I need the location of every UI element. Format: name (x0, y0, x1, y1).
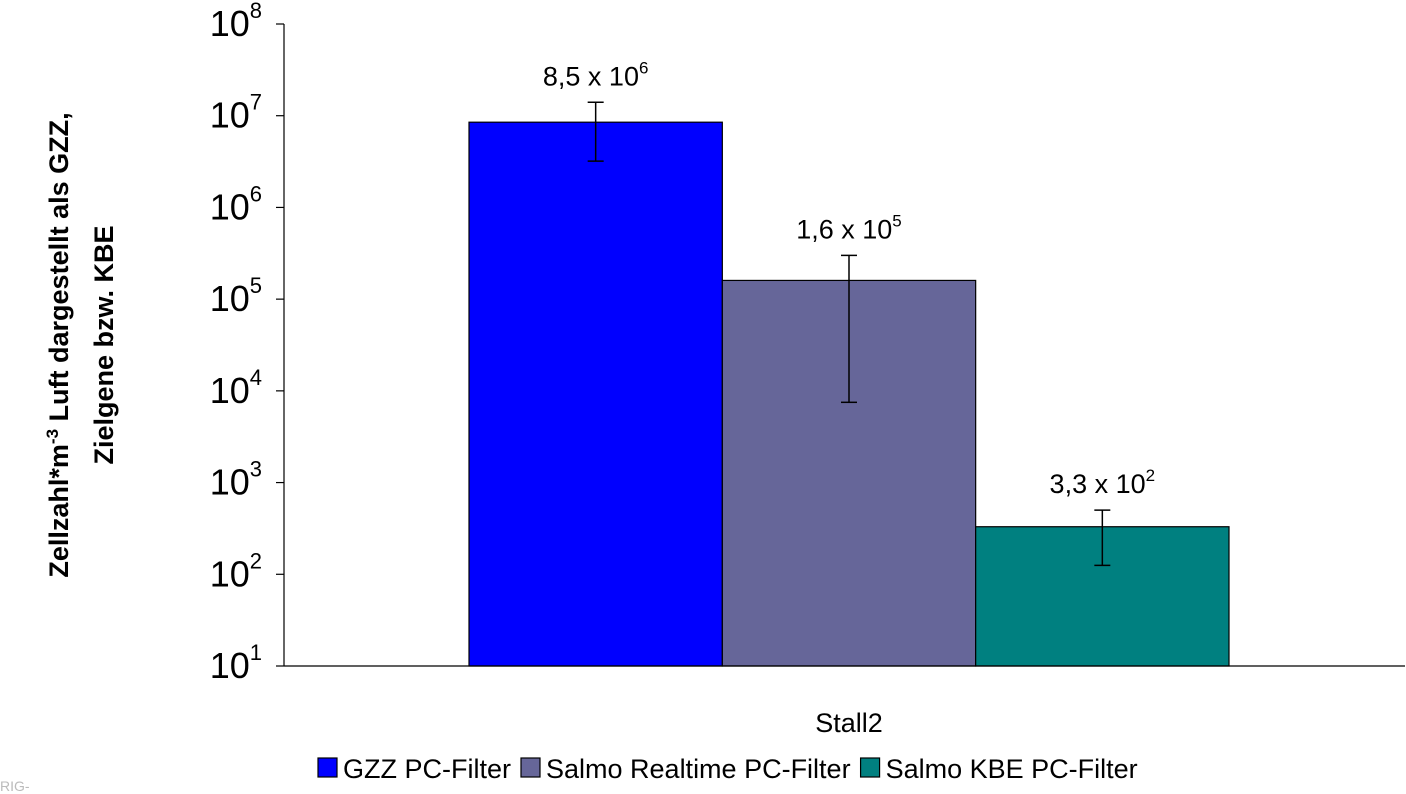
y-axis-title: Zellzahl*m-3 Luft dargestellt als GZZ, Z… (43, 112, 119, 577)
legend-swatch (859, 757, 881, 778)
error-bar (841, 254, 857, 404)
y-tick-label: 101 (210, 640, 262, 686)
error-bar (1094, 509, 1111, 567)
y-tick-label: 103 (210, 457, 262, 503)
legend-label: Salmo KBE PC-Filter (886, 754, 1138, 784)
legend: GZZ PC-Filter Salmo Realtime PC-Filter Sal… (317, 754, 1138, 784)
y-tick-label: 105 (210, 273, 262, 319)
legend-label: Salmo Realtime PC-Filter (546, 754, 851, 784)
y-tick-label: 108 (210, 0, 262, 44)
bar (468, 121, 723, 667)
data-label: 3,3 x 102 (1050, 466, 1156, 499)
y-tick-label: 107 (210, 90, 262, 136)
y-tick-label: 106 (210, 181, 262, 227)
x-category-label: Stall2 (815, 708, 883, 738)
legend-label: GZZ PC-Filter (343, 754, 511, 784)
y-axis-title-line-1: Zellzahl*m-3 Luft dargestellt als GZZ, (43, 112, 74, 577)
error-bar (587, 101, 604, 162)
y-tick-label: 102 (210, 548, 262, 594)
legend-item: GZZ PC-Filter (317, 754, 511, 784)
legend-swatch (317, 757, 338, 778)
data-label: 8,5 x 106 (543, 58, 649, 91)
y-axis-ticks: 101 102 103 104 105 106 107 108 (210, 0, 284, 686)
legend-item: Salmo KBE PC-Filter (859, 754, 1138, 784)
y-tick-label: 104 (210, 365, 262, 411)
bars: 8,5 x 106 1,6 x 105 3,3 x 102 (468, 58, 1230, 667)
legend-item: Salmo Realtime PC-Filter (520, 754, 851, 784)
data-label: 1,6 x 105 (796, 211, 902, 244)
legend-swatch (520, 757, 541, 778)
watermark-fragment: RIG- (0, 778, 30, 794)
y-axis-title-line-2: Zielgene bzw. KBE (89, 225, 119, 464)
x-axis-categories: Stall2 (815, 708, 883, 738)
